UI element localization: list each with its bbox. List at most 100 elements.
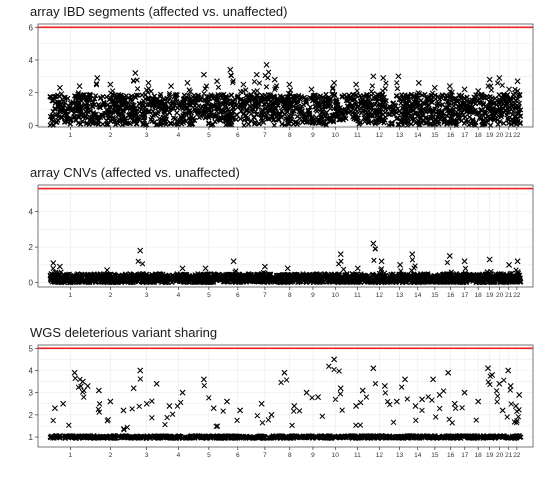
data-point: [420, 118, 427, 124]
data-point: [307, 112, 313, 118]
data-point: [222, 118, 228, 124]
data-point: [82, 113, 89, 119]
data-point: [383, 106, 389, 112]
y-tick-label: 0: [29, 279, 34, 288]
data-point: [323, 121, 329, 127]
data-point: [319, 109, 326, 115]
data-point: [322, 113, 328, 119]
data-point: [103, 94, 110, 100]
data-point: [361, 115, 367, 121]
data-point: [165, 99, 171, 105]
data-point: [115, 120, 121, 127]
data-point: [330, 119, 337, 125]
data-point: [412, 110, 418, 116]
data-point: [197, 107, 203, 113]
data-point: [291, 108, 297, 114]
data-point: [135, 116, 141, 122]
data-point: [285, 120, 291, 127]
data-point: [252, 108, 259, 115]
data-point: [374, 98, 380, 104]
panel-title-wgs: WGS deleterious variant sharing: [30, 325, 217, 340]
data-point: [93, 120, 99, 126]
y-tick-label: 2: [29, 89, 34, 98]
data-point: [95, 114, 102, 120]
data-point: [227, 113, 233, 119]
data-point: [134, 121, 140, 127]
data-point: [368, 103, 374, 110]
data-point: [208, 109, 214, 115]
y-tick-label: 4: [29, 208, 34, 217]
data-point: [367, 98, 373, 105]
y-tick-label: 0: [29, 121, 34, 130]
data-point: [347, 103, 353, 109]
data-point: [201, 96, 208, 103]
x-tick-label: 21: [505, 292, 513, 299]
data-point: [63, 115, 69, 122]
data-point: [57, 107, 63, 113]
data-point: [89, 104, 96, 110]
data-point: [118, 115, 125, 122]
data-point: [297, 115, 303, 122]
data-point: [228, 122, 235, 128]
data-point: [275, 102, 281, 108]
data-point: [275, 115, 281, 122]
data-point: [435, 100, 442, 106]
data-point: [217, 117, 223, 123]
data-point: [381, 94, 388, 100]
data-point: [368, 119, 374, 125]
data-point: [372, 120, 378, 126]
data-point: [108, 109, 114, 115]
y-tick-label: 6: [29, 23, 34, 32]
plot-area: [38, 345, 533, 447]
data-point: [260, 111, 267, 118]
data-point: [251, 114, 257, 121]
data-point: [191, 117, 198, 123]
y-tick-label: 3: [29, 389, 34, 398]
x-tick-label: 1: [69, 292, 73, 299]
data-point: [136, 101, 143, 107]
data-point: [140, 120, 147, 127]
data-point: [267, 102, 273, 108]
data-point: [305, 107, 312, 113]
data-point: [56, 108, 63, 115]
data-point: [122, 101, 128, 107]
data-point: [135, 92, 141, 99]
x-tick-label: 13: [396, 292, 404, 299]
x-tick-label: 19: [486, 132, 494, 139]
data-point: [55, 114, 62, 120]
data-point: [418, 97, 424, 104]
data-point: [299, 108, 305, 114]
data-point: [335, 104, 341, 110]
data-point: [210, 102, 216, 108]
data-point: [61, 94, 67, 101]
data-point: [278, 114, 285, 120]
y-tick-label: 1: [29, 433, 34, 442]
data-point: [86, 92, 92, 98]
data-point: [214, 108, 220, 115]
data-point: [378, 95, 384, 102]
data-point: [222, 100, 229, 106]
data-point: [400, 111, 406, 118]
data-point: [354, 108, 360, 114]
data-point: [100, 112, 106, 118]
x-tick-label: 1: [69, 452, 73, 459]
data-point: [127, 110, 134, 117]
data-point: [278, 95, 284, 101]
x-tick-label: 17: [461, 292, 469, 299]
data-point: [119, 122, 125, 128]
x-tick-label: 10: [332, 132, 340, 139]
x-tick-label: 22: [513, 132, 521, 139]
data-point: [418, 110, 424, 116]
data-point: [279, 121, 285, 127]
x-tick-label: 16: [447, 132, 455, 139]
data-point: [230, 104, 237, 110]
data-point: [166, 110, 173, 116]
data-point: [241, 117, 247, 123]
data-point: [69, 107, 75, 114]
data-point: [162, 118, 169, 125]
data-point: [78, 103, 84, 109]
data-point: [218, 109, 225, 115]
x-tick-label: 7: [263, 292, 267, 299]
